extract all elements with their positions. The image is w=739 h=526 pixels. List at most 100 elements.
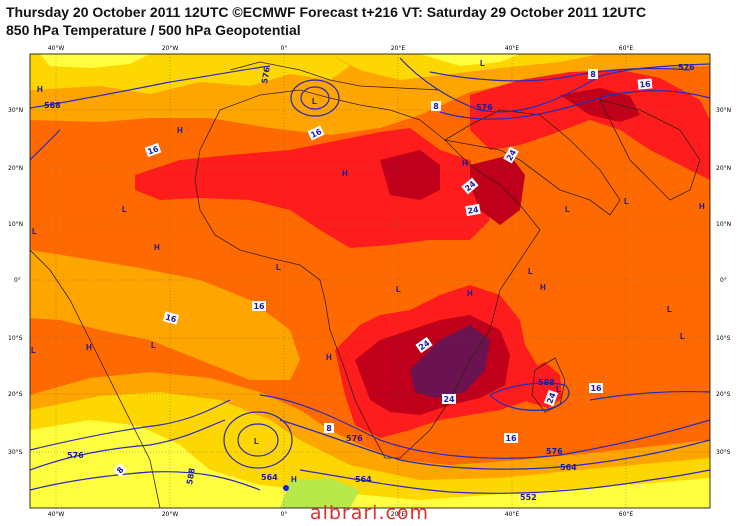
map-title: Thursday 20 October 2011 12UTC ©ECMWF Fo… [6, 4, 647, 20]
temp-label: 24 [545, 391, 557, 405]
tick-right-10n: 10°N [716, 221, 731, 228]
india-coast [599, 99, 701, 201]
temp-label: 8 [326, 424, 332, 433]
south-america-coast [30, 249, 161, 508]
geo-label: 564 [261, 473, 278, 482]
temperature-field [30, 54, 710, 508]
arabia-coast [443, 109, 621, 216]
pressure-center-high: H [540, 283, 546, 292]
temp-label: 16 [505, 434, 517, 443]
geopotential-labels: 576 588 576 576 576 576 564 564 564 576 … [44, 63, 695, 502]
geo-label: 576 [678, 63, 695, 72]
pressure-center-low: L [254, 437, 259, 446]
temp-band-below8-north [40, 54, 150, 68]
pressure-center-low: L [122, 205, 127, 214]
pressure-center-low: L [565, 205, 570, 214]
graticule [30, 54, 710, 508]
tick-top-20w: 20°W [162, 45, 179, 52]
temp-band-8-12-north-2 [330, 54, 600, 80]
pressure-center-low: L [680, 332, 685, 341]
tick-bottom-20w: 20°W [162, 511, 179, 518]
coastlines [30, 61, 701, 508]
pressure-center-high: H [326, 353, 332, 362]
tick-top-60e: 60°E [619, 45, 634, 52]
pressure-centers: H H L L H H L L L H L L L H H L H H L L … [31, 59, 705, 484]
tick-left-30n: 30°N [8, 107, 23, 114]
temp-band-20-24-middle-east [470, 70, 710, 180]
temp-label: 16 [253, 302, 265, 311]
high-center-dot [283, 485, 289, 491]
tick-right-30n: 30°N [716, 107, 731, 114]
axis-top: 40°W 20°W 0° 20°E 40°E 60°E [48, 45, 634, 52]
temp-label: 8 [433, 102, 439, 111]
pressure-center-low: L [312, 97, 317, 106]
temp-band-24-28-arabia [560, 88, 640, 122]
geo-label: 564 [355, 475, 372, 484]
geo-label: 576 [546, 447, 563, 456]
pressure-center-high: H [291, 475, 297, 484]
pressure-center-high: H [342, 169, 348, 178]
temp-label: 16 [309, 127, 323, 140]
pressure-center-low: L [624, 197, 629, 206]
tick-bottom-60e: 60°E [619, 511, 634, 518]
geo-label: 588 [538, 378, 555, 387]
tick-bottom-20e: 20°E [391, 511, 406, 518]
temp-band-16-20-east [600, 282, 710, 390]
temp-band-cold-south [280, 478, 360, 508]
tick-left-0: 0° [14, 277, 21, 284]
temp-label: 8 [590, 70, 596, 79]
africa-coast [194, 89, 541, 459]
pressure-center-low: L [276, 263, 281, 272]
tick-top-20e: 20°E [391, 45, 406, 52]
pressure-center-low: L [528, 267, 533, 276]
tick-left-20n: 20°N [8, 165, 23, 172]
geopotential-contours [30, 57, 710, 494]
temp-band-below8-north-2 [420, 54, 520, 66]
geo-label: 588 [185, 467, 197, 485]
pressure-center-low: L [151, 341, 156, 350]
tick-left-30s: 30°S [8, 449, 23, 456]
temp-label: 24 [467, 205, 480, 216]
pressure-center-low: L [32, 227, 37, 236]
tick-left-20s: 20°S [8, 391, 23, 398]
pressure-center-low: L [556, 385, 561, 394]
pressure-center-high: H [177, 126, 183, 135]
pressure-center-low: L [396, 285, 401, 294]
tick-bottom-0: 0° [281, 511, 288, 518]
axis-right: 30°N 20°N 10°N 0° 10°S 20°S 30°S [716, 107, 731, 456]
tick-left-10s: 10°S [8, 335, 23, 342]
tick-right-30s: 30°S [716, 449, 731, 456]
geo-label: 564 [560, 463, 577, 472]
tick-right-20s: 20°S [716, 391, 731, 398]
geo-label: 588 [44, 101, 61, 110]
temp-label: 24 [443, 395, 455, 404]
tick-right-10s: 10°S [716, 335, 731, 342]
tick-right-0: 0° [720, 277, 727, 284]
temp-label: 16 [639, 79, 651, 89]
geo-label: 576 [67, 451, 84, 460]
watermark: albrari.com [309, 502, 430, 524]
temp-band-below8-south [30, 420, 710, 508]
temp-label: 16 [590, 384, 602, 393]
pressure-center-low: L [31, 346, 36, 355]
geo-label: 576 [346, 434, 363, 443]
geo-label: 576 [260, 66, 272, 84]
tick-top-40e: 40°E [505, 45, 520, 52]
temp-band-24-28-sahara [380, 150, 440, 200]
tick-right-20n: 20°N [716, 165, 731, 172]
temp-label: 16 [146, 144, 160, 156]
temperature-labels: 16 16 16 16 16 16 16 24 24 24 24 24 24 8… [112, 69, 653, 478]
pressure-center-high: H [462, 159, 468, 168]
tick-bottom-40e: 40°E [505, 511, 520, 518]
pressure-center-low: L [667, 305, 672, 314]
tick-top-40w: 40°W [48, 45, 65, 52]
pressure-center-high: H [86, 343, 92, 352]
temp-label: 8 [115, 465, 126, 475]
tick-top-0: 0° [281, 45, 288, 52]
tick-left-10n: 10°N [8, 221, 23, 228]
pressure-center-low: L [480, 59, 485, 68]
tick-bottom-40w: 40°W [48, 511, 65, 518]
axis-left: 30°N 20°N 10°N 0° 10°S 20°S 30°S [8, 107, 23, 456]
pressure-center-high: H [467, 289, 473, 298]
